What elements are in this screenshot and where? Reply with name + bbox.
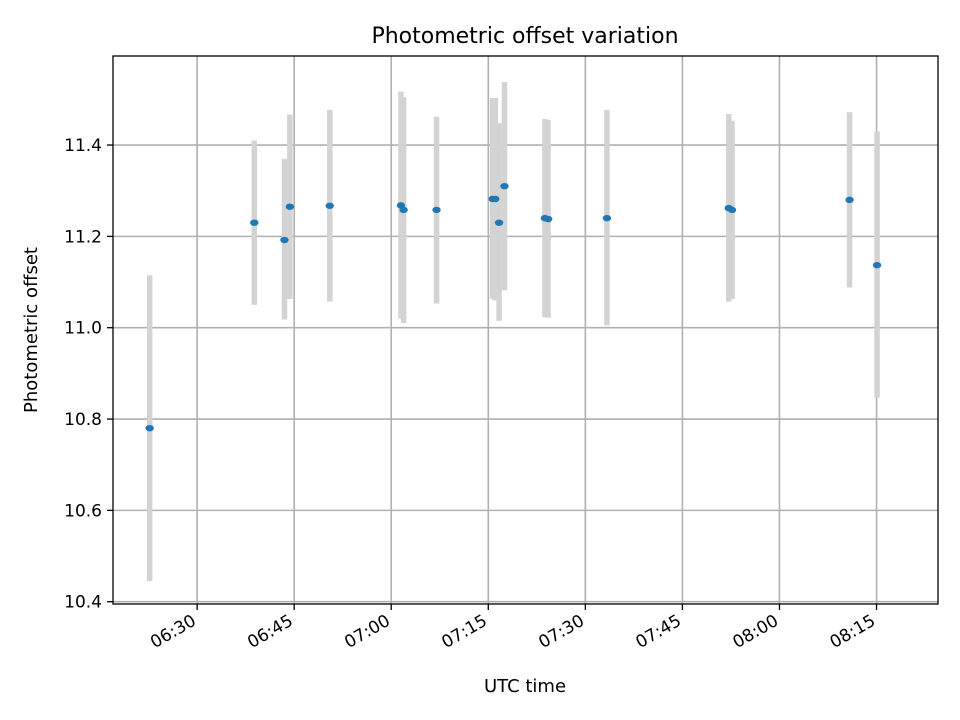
y-axis-ticks: 10.4 10.6 10.8 11.0 11.2 11.4 [64,136,113,613]
x-axis-ticks: 06:30 06:45 07:00 07:15 07:30 07:45 08:00 08:15 [147,604,879,653]
x-tick-label: 08:00 [730,611,782,653]
data-point [145,424,154,432]
x-tick-label: 07:00 [341,611,393,653]
data-point [543,215,553,223]
x-tick-label: 08:15 [827,611,879,653]
data-point [872,261,882,269]
x-tick-label: 07:15 [438,611,490,653]
data-point [494,219,504,226]
y-tick-label: 10.6 [64,501,102,521]
data-points [145,182,882,432]
data-point [325,202,334,209]
y-axis-label: Photometric offset [21,247,42,413]
data-point [280,236,289,244]
chart-title: Photometric offset variation [371,24,678,49]
x-tick-label: 07:45 [632,611,684,653]
data-point [727,206,737,214]
y-tick-label: 10.4 [64,593,102,613]
x-tick-label: 07:30 [535,611,587,653]
data-point [432,206,441,214]
error-bars [146,82,880,582]
x-tick-label: 06:30 [147,611,199,653]
data-point [285,203,295,210]
y-tick-label: 11.0 [64,319,102,339]
x-axis-label: UTC time [484,676,566,697]
data-point [602,214,612,222]
plot-frame [112,55,939,605]
data-point [491,195,500,203]
y-tick-label: 10.8 [64,410,102,430]
data-point [500,182,509,190]
x-tick-label: 06:45 [244,611,296,653]
grid-lines [113,56,938,604]
data-point [399,206,408,214]
data-point [250,219,259,226]
y-tick-label: 11.2 [64,227,102,247]
y-tick-label: 11.4 [64,136,102,156]
data-point [845,196,854,204]
